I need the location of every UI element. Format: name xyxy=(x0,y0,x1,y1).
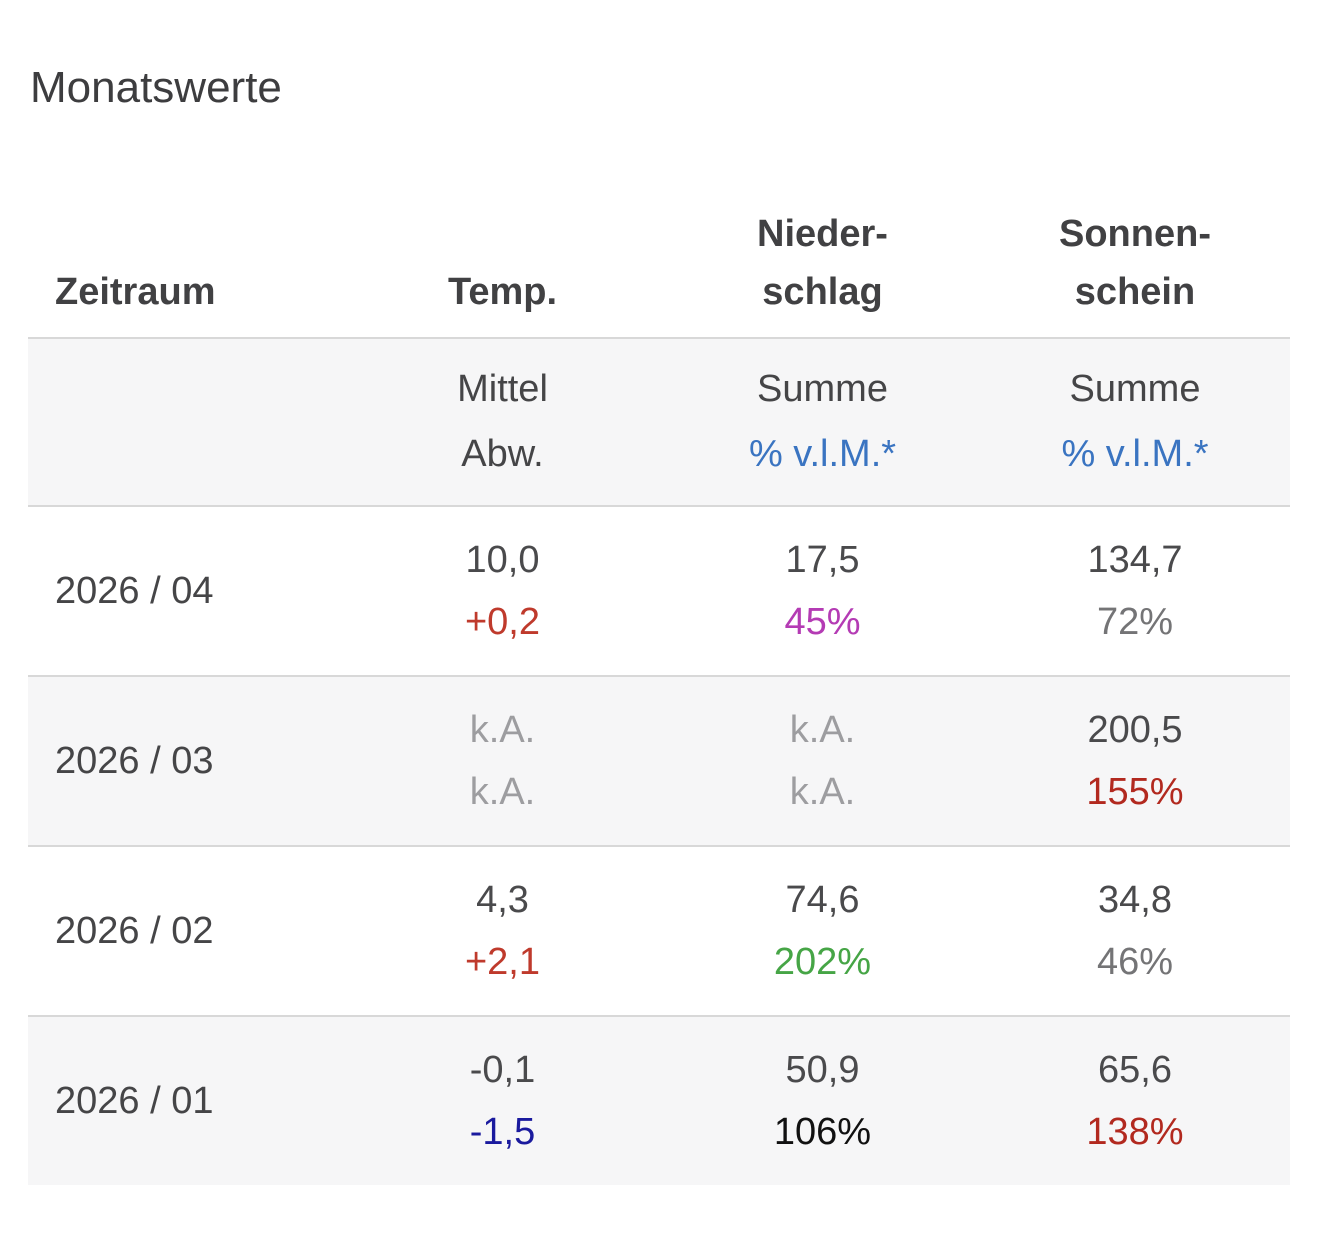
column-header-zeitraum: Zeitraum xyxy=(28,112,340,337)
period-label: 2026 / 02 xyxy=(55,910,214,952)
sun-cell: 65,6 138% xyxy=(980,1017,1290,1185)
period-cell: 2026 / 01 xyxy=(28,1017,340,1185)
sun-vlm-link[interactable]: % v.l.M.* xyxy=(1061,433,1209,475)
sun-sum-value: 200,5 xyxy=(1087,709,1183,751)
subheader-sun-cell: Summe % v.l.M.* xyxy=(980,339,1290,505)
column-header-niederschlag-line1: Nieder- xyxy=(757,213,888,255)
precip-sum-value: 50,9 xyxy=(785,1049,860,1091)
sun-sum-value: 65,6 xyxy=(1098,1049,1172,1091)
monthly-values-table: Zeitraum Temp. Nieder- schlag Sonnen- sc… xyxy=(28,112,1290,1185)
precip-cell: k.A. k.A. xyxy=(665,677,980,845)
precip-sum-value: 17,5 xyxy=(785,539,860,581)
sun-sum-value: 134,7 xyxy=(1087,539,1183,581)
page-title: Monatswerte xyxy=(30,63,282,112)
temp-mean-value: -0,1 xyxy=(469,1049,536,1091)
precip-cell: 74,6 202% xyxy=(665,847,980,1015)
column-header-niederschlag-line2: schlag xyxy=(762,271,883,313)
column-header-temp: Temp. xyxy=(340,112,665,337)
sun-percent-value: 155% xyxy=(1086,771,1184,813)
temp-cell: 10,0 +0,2 xyxy=(340,507,665,675)
subheader-empty-cell xyxy=(28,339,340,505)
subheader-sun-summe-label: Summe xyxy=(1069,368,1201,410)
table-row: 2026 / 03 k.A. k.A. k.A. k.A. 200,5 155% xyxy=(28,675,1290,845)
column-header-zeitraum-label: Zeitraum xyxy=(55,271,216,313)
subheader-temp-abw-label: Abw. xyxy=(461,433,544,475)
column-header-niederschlag: Nieder- schlag xyxy=(665,112,980,337)
period-label: 2026 / 04 xyxy=(55,570,214,612)
temp-deviation-value: -1,5 xyxy=(469,1111,536,1153)
sun-percent-value: 72% xyxy=(1096,601,1174,643)
column-header-sonnenschein-line2: schein xyxy=(1074,271,1196,313)
period-cell: 2026 / 04 xyxy=(28,507,340,675)
column-header-sonnenschein-line1: Sonnen- xyxy=(1059,213,1211,255)
sun-cell: 134,7 72% xyxy=(980,507,1290,675)
temp-cell: 4,3 +2,1 xyxy=(340,847,665,1015)
period-cell: 2026 / 02 xyxy=(28,847,340,1015)
temp-deviation-value: k.A. xyxy=(469,771,536,813)
table-row: 2026 / 01 -0,1 -1,5 50,9 106% 65,6 138% xyxy=(28,1015,1290,1185)
table-subheader-row: Mittel Abw. Summe % v.l.M.* Summe % v.l.… xyxy=(28,337,1290,505)
subheader-precip-cell: Summe % v.l.M.* xyxy=(665,339,980,505)
period-label: 2026 / 01 xyxy=(55,1080,214,1122)
temp-mean-value: 10,0 xyxy=(465,539,540,581)
precip-cell: 50,9 106% xyxy=(665,1017,980,1185)
table-row: 2026 / 02 4,3 +2,1 74,6 202% 34,8 46% xyxy=(28,845,1290,1015)
sun-cell: 34,8 46% xyxy=(980,847,1290,1015)
sun-percent-value: 46% xyxy=(1096,941,1174,983)
column-header-temp-label: Temp. xyxy=(447,271,558,313)
precip-percent-value: 45% xyxy=(784,601,861,643)
subheader-temp-mittel-label: Mittel xyxy=(457,368,548,410)
temp-cell: k.A. k.A. xyxy=(340,677,665,845)
column-header-sonnenschein: Sonnen- schein xyxy=(980,112,1290,337)
precip-percent-value: 202% xyxy=(773,941,872,983)
period-cell: 2026 / 03 xyxy=(28,677,340,845)
precip-sum-value: 74,6 xyxy=(785,879,860,921)
sun-cell: 200,5 155% xyxy=(980,677,1290,845)
period-label: 2026 / 03 xyxy=(55,740,214,782)
temp-deviation-value: +0,2 xyxy=(464,601,541,643)
monthly-values-page: Monatswerte Zeitraum Temp. Nieder- schla… xyxy=(0,64,1320,1185)
table-header-row: Zeitraum Temp. Nieder- schlag Sonnen- sc… xyxy=(28,112,1290,337)
subheader-temp-cell: Mittel Abw. xyxy=(340,339,665,505)
temp-deviation-value: +2,1 xyxy=(464,941,541,983)
precip-percent-value: k.A. xyxy=(789,771,856,813)
temp-mean-value: 4,3 xyxy=(476,879,529,921)
sun-sum-value: 34,8 xyxy=(1098,879,1172,921)
precip-percent-value: 106% xyxy=(773,1111,872,1153)
subheader-precip-summe-label: Summe xyxy=(757,368,888,410)
temp-mean-value: k.A. xyxy=(469,709,536,751)
sun-percent-value: 138% xyxy=(1086,1111,1184,1153)
table-row: 2026 / 04 10,0 +0,2 17,5 45% 134,7 72% xyxy=(28,505,1290,675)
precip-sum-value: k.A. xyxy=(789,709,856,751)
precip-vlm-link[interactable]: % v.l.M.* xyxy=(748,433,897,475)
temp-cell: -0,1 -1,5 xyxy=(340,1017,665,1185)
precip-cell: 17,5 45% xyxy=(665,507,980,675)
